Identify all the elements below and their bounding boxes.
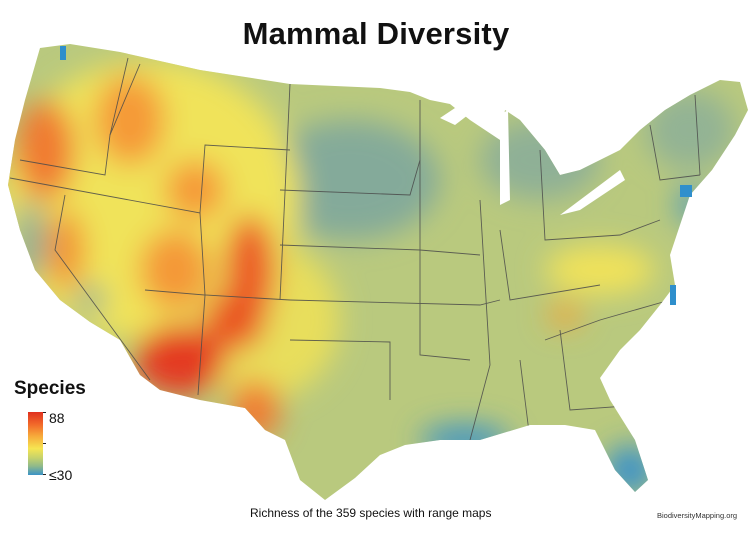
- legend-tick-max: [43, 412, 46, 413]
- source-credit: BiodiversityMapping.org: [657, 511, 738, 520]
- map-caption: Richness of the 359 species with range m…: [250, 506, 492, 520]
- legend-min-label: ≤30: [49, 467, 73, 483]
- legend-title: Species: [14, 378, 86, 399]
- legend-max-label: 88: [49, 410, 65, 426]
- legend-color-bar: [28, 412, 43, 475]
- map-title: Mammal Diversity: [242, 16, 510, 51]
- legend-tick-mid: [43, 443, 46, 444]
- legend-tick-min: [43, 474, 46, 475]
